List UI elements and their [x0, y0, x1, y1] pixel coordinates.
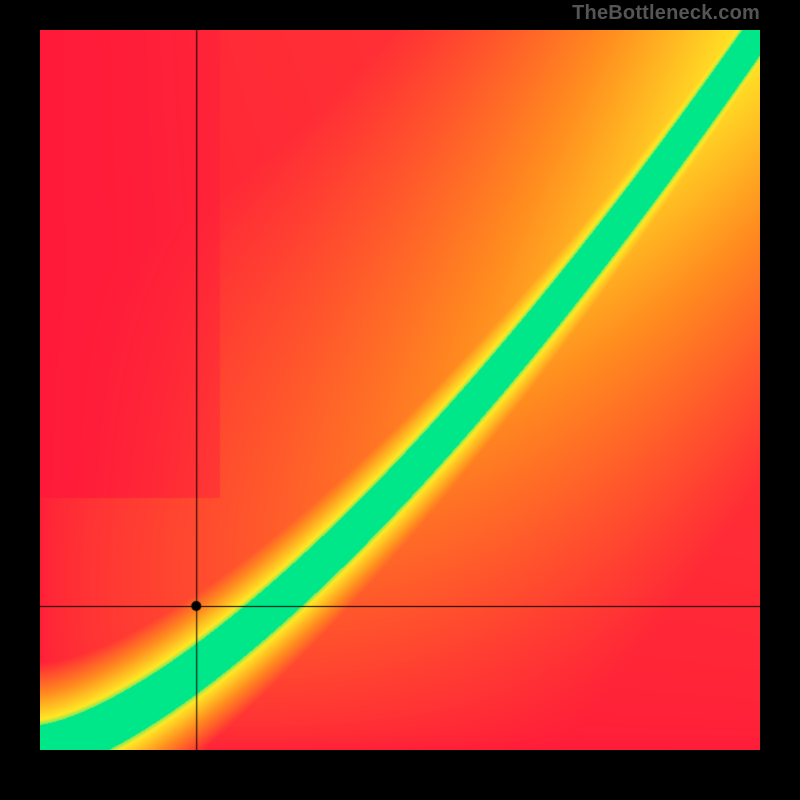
chart-container: TheBottleneck.com — [0, 0, 800, 800]
bottleneck-heatmap — [40, 30, 760, 750]
watermark-text: TheBottleneck.com — [572, 2, 760, 25]
